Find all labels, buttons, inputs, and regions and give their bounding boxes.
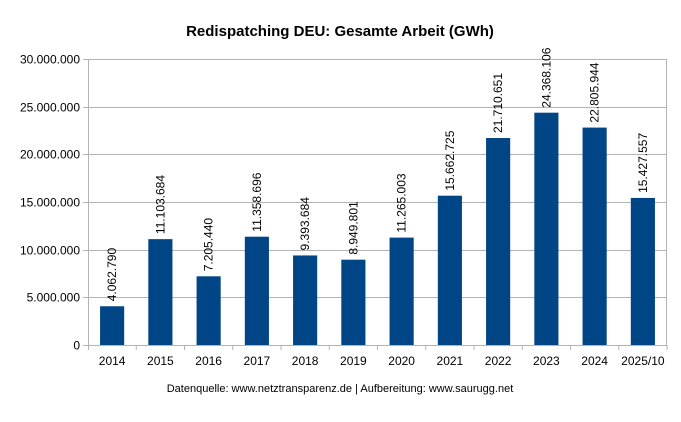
data-label: 15.662.725 [443, 130, 457, 190]
bar-2017 [244, 236, 269, 345]
gridlines [83, 59, 668, 350]
x-tick-label: 2022 [485, 354, 512, 368]
y-tick-label: 5.000.000 [27, 291, 81, 305]
x-axis-ticks: 2014 2015 2016 2017 2018 2019 2020 2021 2022 2023… [99, 354, 665, 368]
bar-2021 [437, 195, 462, 345]
y-tick-label: 15.000.000 [20, 196, 80, 210]
bar-2023 [534, 112, 559, 345]
x-tick-label: 2017 [244, 354, 271, 368]
data-label: 22.805.944 [588, 62, 602, 122]
data-label: 11.265.003 [395, 173, 409, 232]
bar-2016 [196, 276, 221, 345]
x-tick-label: 2019 [340, 354, 367, 368]
bar-2018 [293, 255, 318, 345]
source-note: Datenquelle: www.netztransparenz.de | Au… [167, 383, 514, 395]
bar-2025/10 [630, 197, 655, 345]
data-label: 21.710.651 [491, 73, 505, 133]
bar-2024 [582, 127, 607, 345]
x-tick-label: 2018 [292, 354, 319, 368]
bar-2014 [100, 306, 125, 345]
x-tick-label: 2020 [388, 354, 415, 368]
bar-2020 [389, 237, 414, 345]
data-label: 15.427.557 [636, 133, 650, 193]
x-tick-label: 2014 [99, 354, 126, 368]
data-label: 8.949.801 [346, 201, 360, 255]
bar-2019 [341, 259, 366, 345]
data-label: 11.103.684 [153, 175, 167, 234]
data-label: 9.393.684 [298, 197, 312, 251]
x-tick-label: 2015 [147, 354, 174, 368]
bar-2015 [148, 239, 173, 345]
y-axis-ticks: 0 5.000.000 10.000.000 15.000.000 20.000.000… [20, 53, 80, 353]
x-tick-label: 2024 [581, 354, 608, 368]
x-tick-label: 2023 [533, 354, 560, 368]
x-tick-label: 2025/10 [621, 354, 665, 368]
data-label: 4.062.790 [105, 248, 119, 302]
bars: 4.062.790 11.103.684 7.205.440 11.358.696 9.… [100, 47, 655, 345]
data-label: 7.205.440 [202, 218, 216, 272]
y-tick-label: 25.000.000 [20, 101, 80, 115]
bar-2022 [486, 138, 511, 345]
data-label: 11.358.696 [250, 172, 264, 231]
x-tick-label: 2016 [195, 354, 222, 368]
y-tick-label: 10.000.000 [20, 244, 80, 258]
data-label: 24.368.106 [539, 47, 553, 107]
y-tick-label: 0 [73, 339, 80, 353]
y-tick-label: 30.000.000 [20, 53, 80, 67]
y-tick-label: 20.000.000 [20, 148, 80, 162]
chart-title: Redispatching DEU: Gesamte Arbeit (GWh) [186, 23, 494, 40]
x-tick-label: 2021 [437, 354, 464, 368]
